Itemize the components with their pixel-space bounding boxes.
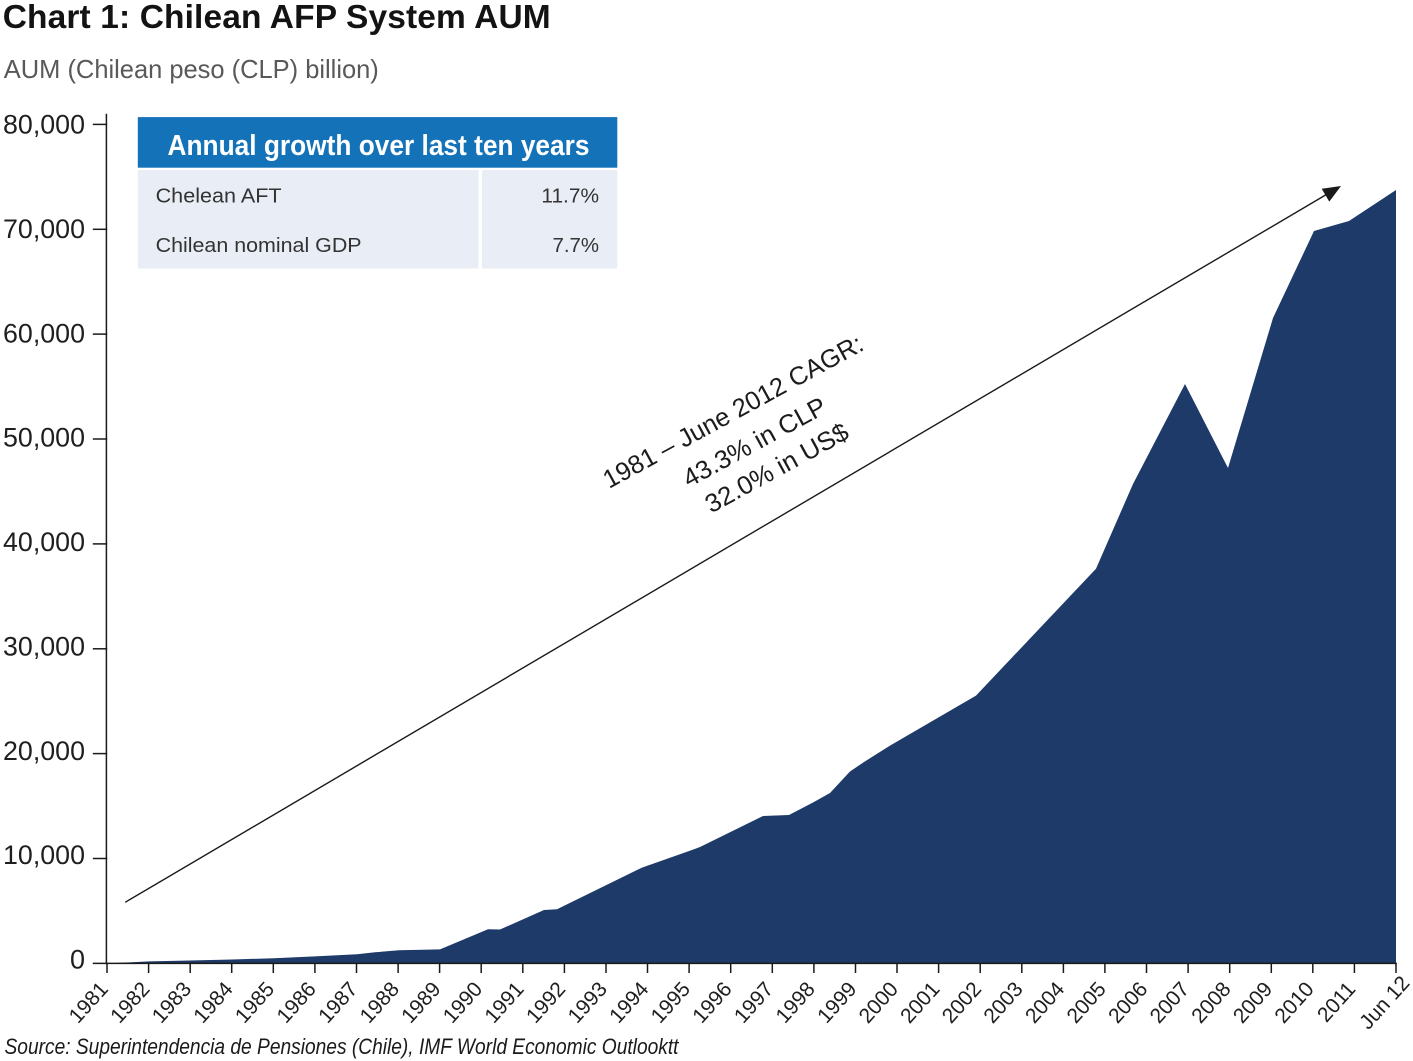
svg-text:Chilean nominal GDP: Chilean nominal GDP — [156, 234, 362, 257]
svg-text:0: 0 — [70, 945, 85, 975]
svg-text:70,000: 70,000 — [3, 214, 85, 244]
svg-text:11.7%: 11.7% — [541, 185, 599, 208]
svg-text:20,000: 20,000 — [3, 736, 85, 766]
svg-text:30,000: 30,000 — [3, 632, 85, 662]
svg-text:60,000: 60,000 — [3, 318, 85, 348]
svg-text:10,000: 10,000 — [3, 840, 85, 870]
svg-text:AUM (Chilean peso (CLP) billio: AUM (Chilean peso (CLP) billion) — [4, 54, 379, 84]
svg-text:50,000: 50,000 — [3, 423, 85, 453]
svg-text:7.7%: 7.7% — [553, 234, 600, 257]
svg-text:Chart 1: Chilean AFP System AU: Chart 1: Chilean AFP System AUM — [3, 0, 551, 36]
svg-text:Source: Superintendencia de Pe: Source: Superintendencia de Pensiones (C… — [5, 1034, 680, 1059]
svg-text:Chelean AFT: Chelean AFT — [156, 185, 282, 208]
svg-text:40,000: 40,000 — [3, 527, 85, 557]
svg-text:Annual growth over last ten ye: Annual growth over last ten years — [168, 130, 590, 162]
svg-text:80,000: 80,000 — [3, 110, 85, 140]
